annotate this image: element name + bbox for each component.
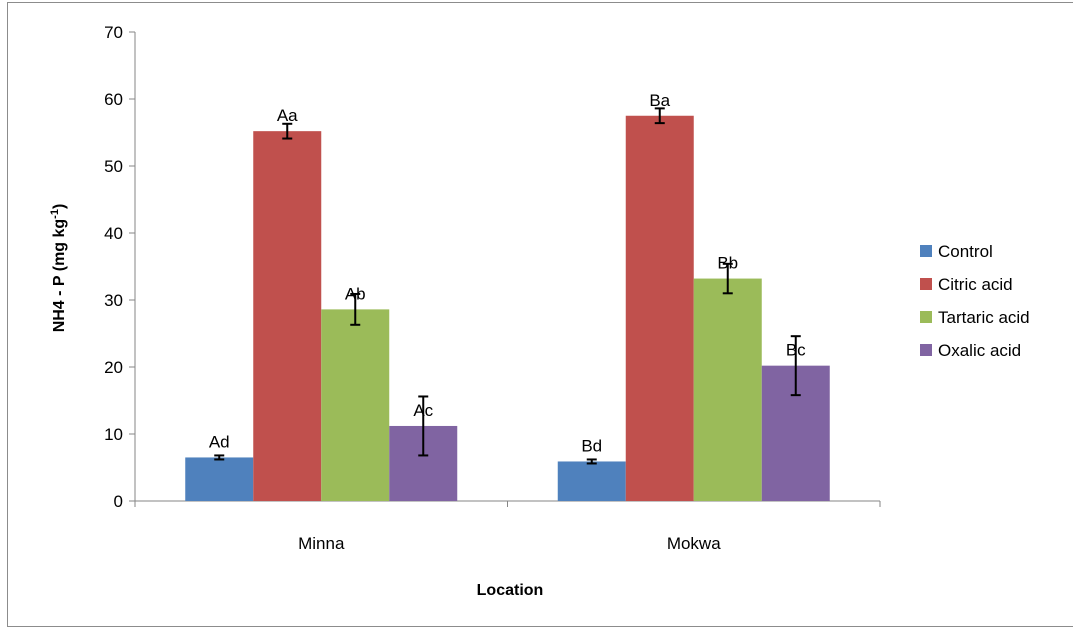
y-tick-label: 10 xyxy=(104,425,123,444)
legend-swatch xyxy=(920,245,932,257)
y-tick-label: 60 xyxy=(104,90,123,109)
data-label: Bc xyxy=(786,341,806,360)
legend-label: Tartaric acid xyxy=(938,308,1030,327)
data-label: Ac xyxy=(413,401,433,420)
data-label: Aa xyxy=(277,106,298,125)
data-label: Bd xyxy=(581,436,602,455)
bar xyxy=(253,131,322,501)
bars xyxy=(185,115,830,501)
y-tick-label: 40 xyxy=(104,224,123,243)
bar xyxy=(321,309,390,501)
legend-label: Citric acid xyxy=(938,275,1013,294)
x-axis-title: Location xyxy=(477,582,544,599)
error-bars xyxy=(214,107,801,465)
x-tick-label: Minna xyxy=(298,534,345,553)
bar xyxy=(185,457,254,501)
y-tick-label: 50 xyxy=(104,157,123,176)
legend: Control Citric acid Tartaric acid Oxalic ac… xyxy=(920,242,1030,360)
y-axis: 0 10 20 30 40 50 60 70 xyxy=(104,23,136,511)
data-label: Ba xyxy=(649,91,670,110)
y-axis-title-end: ) xyxy=(51,204,68,209)
data-label: Bb xyxy=(717,254,738,273)
legend-label: Oxalic acid xyxy=(938,341,1021,360)
bar xyxy=(557,461,626,501)
y-tick-label: 70 xyxy=(104,23,123,42)
bar xyxy=(693,278,762,501)
legend-swatch xyxy=(920,278,932,290)
data-label: Ad xyxy=(209,432,230,451)
bar xyxy=(625,115,694,501)
legend-label: Control xyxy=(938,242,993,261)
x-tick-label: Mokwa xyxy=(667,534,721,553)
legend-swatch xyxy=(920,311,932,323)
data-labels: Ad Bd Aa Ba Ab Bb Ac Bc xyxy=(209,91,806,456)
y-axis-title-main: NH4 - P (mg kg xyxy=(51,219,68,333)
legend-swatch xyxy=(920,344,932,356)
y-tick-label: 0 xyxy=(114,492,123,511)
y-tick-label: 30 xyxy=(104,291,123,310)
data-label: Ab xyxy=(345,284,366,303)
y-tick-label: 20 xyxy=(104,358,123,377)
x-axis: Minna Mokwa xyxy=(134,500,881,553)
y-axis-title-sup: -1 xyxy=(49,209,61,219)
chart-frame xyxy=(7,2,1073,627)
y-axis-title: NH4 - P (mg kg-1) xyxy=(49,204,68,333)
